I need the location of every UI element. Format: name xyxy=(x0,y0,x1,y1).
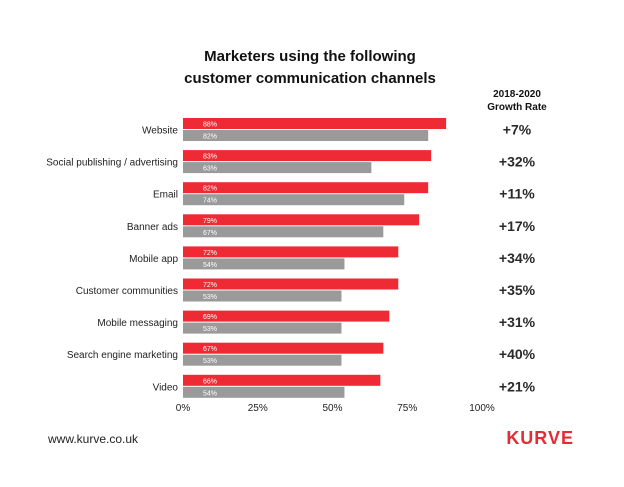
bar xyxy=(183,278,399,290)
x-tick-label: 75% xyxy=(397,403,417,414)
bar xyxy=(183,214,420,226)
bar xyxy=(183,290,342,302)
bar xyxy=(183,374,381,386)
bar xyxy=(183,226,384,238)
x-tick-label: 50% xyxy=(322,403,342,414)
category-label: Email xyxy=(153,190,178,201)
category-label: Social publishing / advertising xyxy=(46,158,178,169)
data-label: 82% xyxy=(203,134,217,141)
data-label: 69% xyxy=(203,314,217,321)
growth-rate-value: +35% xyxy=(499,282,536,298)
data-label: 53% xyxy=(203,358,217,365)
chart-title: Marketers using the following customer c… xyxy=(120,46,500,90)
data-label: 53% xyxy=(203,294,217,301)
bar xyxy=(183,150,432,162)
footer-website-link[interactable]: www.kurve.co.uk xyxy=(48,432,139,446)
chart-title-line-2: customer communication channels xyxy=(184,70,436,87)
data-label: 72% xyxy=(203,282,217,289)
bar xyxy=(183,194,405,206)
category-label: Banner ads xyxy=(127,222,178,233)
x-tick-label: 100% xyxy=(469,403,495,414)
category-label: Search engine marketing xyxy=(67,350,178,361)
data-label: 54% xyxy=(203,262,217,269)
category-label: Website xyxy=(142,126,178,137)
growth-rate-value: +40% xyxy=(499,346,536,362)
bar xyxy=(183,130,429,141)
growth-rate-header: 2018-2020 Growth Rate xyxy=(478,88,556,114)
growth-rate-value: +21% xyxy=(499,378,536,394)
bar xyxy=(183,354,342,366)
data-label: 53% xyxy=(203,326,217,333)
category-label: Mobile app xyxy=(129,254,178,265)
x-tick-label: 25% xyxy=(248,403,268,414)
bar xyxy=(183,258,345,270)
category-label: Video xyxy=(153,382,179,393)
bar xyxy=(183,310,390,322)
bar xyxy=(183,342,384,354)
bar xyxy=(183,162,372,174)
chart-title-line-1: Marketers using the following xyxy=(204,48,416,65)
data-label: 63% xyxy=(203,166,217,173)
data-label: 66% xyxy=(203,378,217,385)
data-label: 72% xyxy=(203,250,217,257)
bar xyxy=(183,118,447,129)
growth-rate-value: +32% xyxy=(499,154,536,170)
data-label: 74% xyxy=(203,198,217,205)
brand-logo: KURVE xyxy=(506,428,574,448)
growth-rate-value: +7% xyxy=(503,122,532,138)
growth-rate-value: +31% xyxy=(499,314,536,330)
growth-rate-value: +34% xyxy=(499,250,536,266)
data-label: 54% xyxy=(203,390,217,397)
growth-rate-value: +17% xyxy=(499,218,536,234)
bar xyxy=(183,322,342,334)
data-label: 67% xyxy=(203,346,217,353)
growth-rate-value: +11% xyxy=(499,186,535,202)
data-label: 79% xyxy=(203,218,217,225)
bar xyxy=(183,182,429,194)
growth-rate-header-label: Growth Rate xyxy=(487,102,547,113)
bar xyxy=(183,386,345,398)
category-label: Customer communities xyxy=(76,286,178,297)
category-label: Mobile messaging xyxy=(97,318,178,329)
data-label: 82% xyxy=(203,186,217,193)
bar xyxy=(183,246,399,258)
data-label: 83% xyxy=(203,154,217,161)
growth-rate-header-years: 2018-2020 xyxy=(493,89,541,100)
data-label: 67% xyxy=(203,230,217,237)
data-label: 88% xyxy=(203,122,217,129)
x-tick-label: 0% xyxy=(176,403,191,414)
